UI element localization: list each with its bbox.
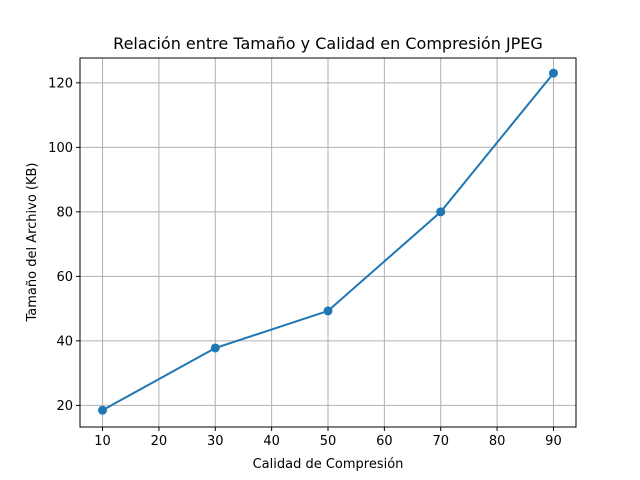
grid	[80, 58, 576, 427]
data-point	[323, 306, 333, 316]
data-point	[548, 68, 558, 78]
y-tick-label: 60	[56, 270, 73, 285]
x-tick-label: 70	[432, 434, 449, 449]
x-tick-label: 10	[94, 434, 111, 449]
x-tick-label: 30	[207, 434, 224, 449]
y-axis-label: Tamaño del Archivo (KB)	[25, 162, 40, 322]
y-axis: 20 40 60 80 100 120	[48, 76, 80, 414]
y-tick-label: 120	[48, 76, 73, 91]
data-point	[210, 343, 220, 353]
x-tick-label: 80	[489, 434, 506, 449]
x-tick-label: 20	[151, 434, 168, 449]
x-tick-label: 40	[263, 434, 280, 449]
x-axis: 10 20 30 40 50 60 70 80 90	[94, 427, 562, 449]
chart-title: Relación entre Tamaño y Calidad en Compr…	[113, 34, 543, 53]
x-axis-label: Calidad de Compresión	[253, 457, 404, 472]
series-layer	[98, 68, 558, 415]
y-tick-label: 20	[56, 399, 73, 414]
x-tick-label: 60	[376, 434, 393, 449]
y-tick-label: 40	[56, 334, 73, 349]
x-tick-label: 50	[320, 434, 337, 449]
y-tick-label: 100	[48, 141, 73, 156]
x-tick-label: 90	[545, 434, 562, 449]
data-point	[98, 405, 108, 415]
data-point	[436, 207, 446, 217]
y-tick-label: 80	[56, 205, 73, 220]
